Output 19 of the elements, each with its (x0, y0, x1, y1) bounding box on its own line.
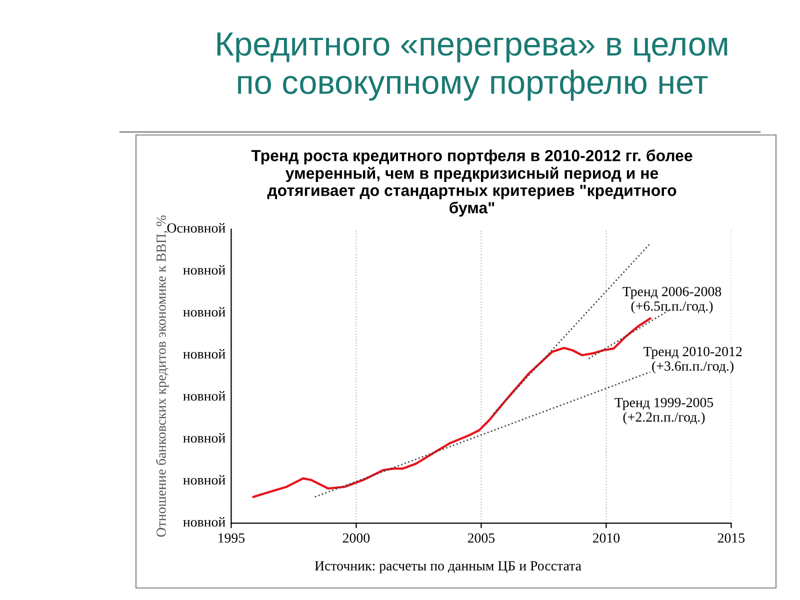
text: новной (183, 475, 226, 485)
text: новной (183, 307, 226, 317)
x-tick-label: 2005 (468, 533, 495, 543)
text: новной (183, 349, 226, 359)
x-tick-label: 2010 (592, 533, 620, 543)
x-tick-label: 1995 (218, 533, 245, 543)
x-tick-label: 2000 (342, 533, 370, 543)
annotation: Тренд 1999-2005 (+2.2п.п./год.) (614, 398, 714, 425)
chart-title: Кредитного «перегрева» в целом по совокупному портфелю нет (217, 32, 728, 101)
annotation: Тренд 2010-2012 (+3.6п.п./год.) (643, 346, 742, 374)
text: новной (183, 517, 226, 527)
x-tick-label: 2015 (718, 533, 745, 543)
text: новной (183, 433, 226, 443)
text: новной (183, 391, 226, 401)
annotation: Тренд 2006-2008 (+6.5п.п./год.) (622, 286, 722, 314)
text: Источник: расчеты по данным ЦБ и Росстата (314, 561, 582, 574)
text: Основной (167, 223, 226, 233)
text: новной (183, 265, 226, 275)
chart-subtitle: Тренд роста кредитного портфеля в 2010-2012 гг. более умеренный, чем в предкризисный период и не дотягивает до стандартных критериев "кредитного бума" (251, 149, 692, 217)
